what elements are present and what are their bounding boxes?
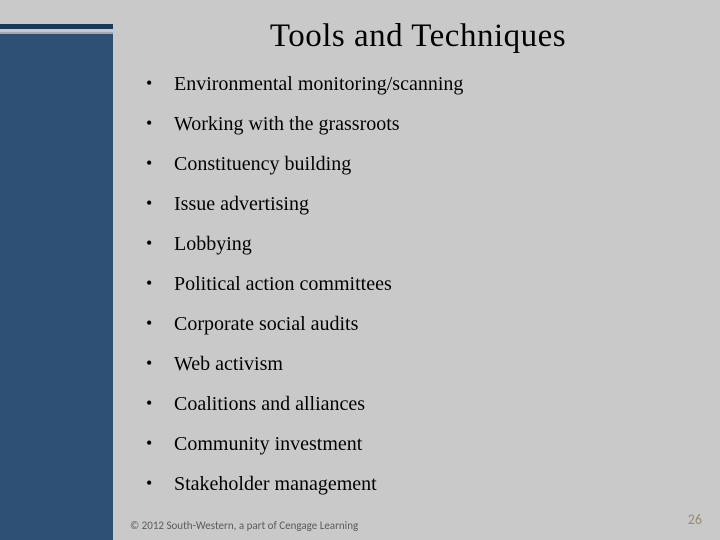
list-item: • Corporate social audits [146, 313, 710, 336]
list-item: • Constituency building [146, 153, 710, 176]
bullet-icon: • [146, 73, 174, 94]
list-item: • Issue advertising [146, 193, 710, 216]
sidebar-accent [0, 32, 113, 540]
bullet-list: • Environmental monitoring/scanning • Wo… [126, 73, 710, 496]
bullet-text: Stakeholder management [174, 473, 710, 496]
bullet-text: Constituency building [174, 153, 710, 176]
bullet-icon: • [146, 473, 174, 494]
bullet-text: Lobbying [174, 233, 710, 256]
bullet-icon: • [146, 273, 174, 294]
list-item: • Coalitions and alliances [146, 393, 710, 416]
bullet-text: Corporate social audits [174, 313, 710, 336]
bullet-text: Coalitions and alliances [174, 393, 710, 416]
bullet-icon: • [146, 433, 174, 454]
bullet-icon: • [146, 233, 174, 254]
list-item: • Web activism [146, 353, 710, 376]
slide-content: Tools and Techniques • Environmental mon… [116, 0, 720, 540]
bullet-text: Working with the grassroots [174, 113, 710, 136]
list-item: • Political action committees [146, 273, 710, 296]
bullet-text: Community investment [174, 433, 710, 456]
bullet-icon: • [146, 113, 174, 134]
bullet-icon: • [146, 193, 174, 214]
page-number: 26 [688, 511, 702, 528]
copyright-footer: © 2012 South-Western, a part of Cengage … [130, 519, 358, 532]
slide-title: Tools and Techniques [126, 18, 710, 55]
bullet-text: Issue advertising [174, 193, 710, 216]
list-item: • Stakeholder management [146, 473, 710, 496]
list-item: • Lobbying [146, 233, 710, 256]
list-item: • Environmental monitoring/scanning [146, 73, 710, 96]
bullet-text: Web activism [174, 353, 710, 376]
sidebar-accent-top [0, 24, 113, 29]
bullet-text: Political action committees [174, 273, 710, 296]
bullet-icon: • [146, 393, 174, 414]
bullet-icon: • [146, 153, 174, 174]
list-item: • Working with the grassroots [146, 113, 710, 136]
bullet-icon: • [146, 313, 174, 334]
bullet-icon: • [146, 353, 174, 374]
bullet-text: Environmental monitoring/scanning [174, 73, 710, 96]
list-item: • Community investment [146, 433, 710, 456]
